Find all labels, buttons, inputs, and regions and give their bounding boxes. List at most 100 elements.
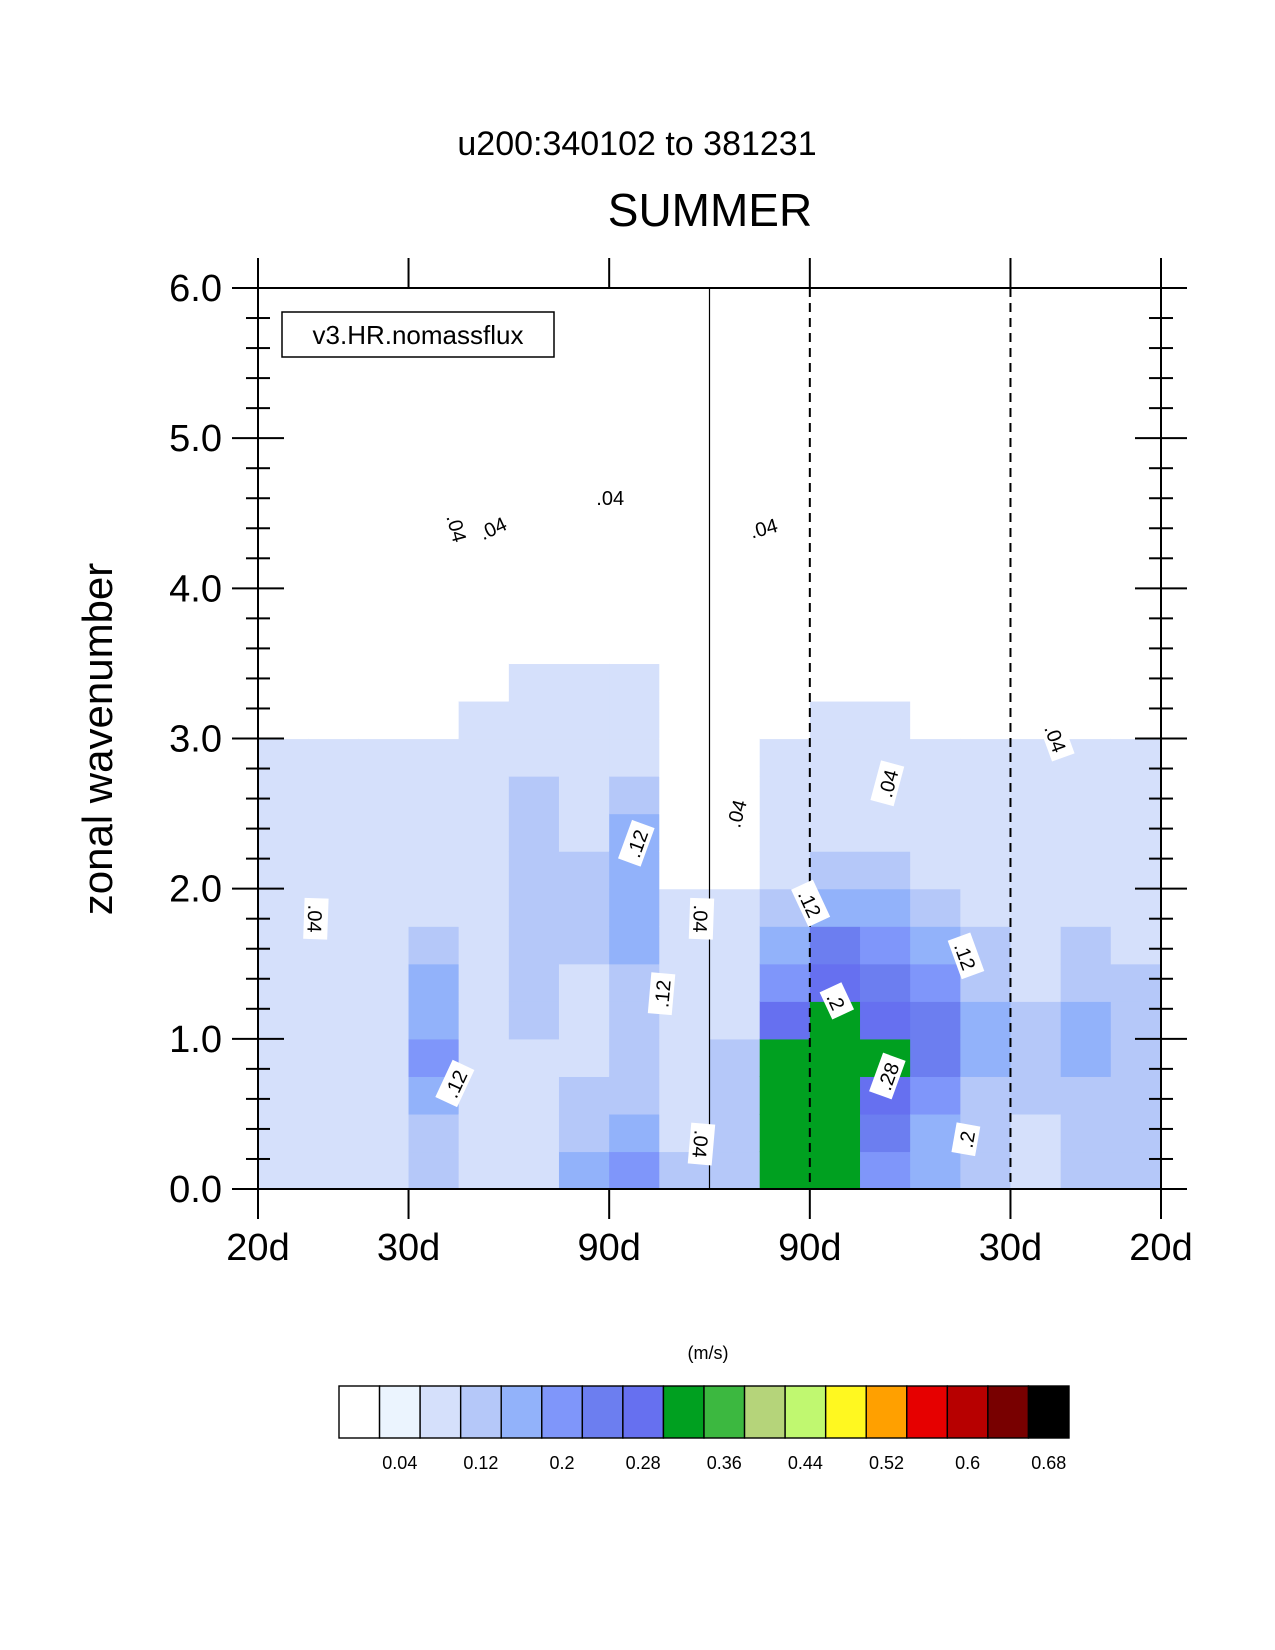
contour-cell (508, 663, 560, 702)
contour-cell (609, 663, 660, 702)
colorbar (338, 1385, 1070, 1439)
contour-cell (659, 851, 711, 890)
contour-cell (1010, 325, 1062, 364)
contour-cell (1010, 813, 1062, 852)
contour-cell (1060, 288, 1112, 327)
contour-cell (1060, 513, 1112, 552)
contour-cell (1010, 550, 1062, 589)
colorbar-box (581, 1385, 624, 1439)
y-tick-label: 2.0 (169, 869, 222, 911)
contour-cell (1110, 851, 1162, 890)
contour-cell (759, 475, 811, 514)
contour-cell (558, 513, 610, 552)
contour-cell (809, 288, 861, 327)
colorbar-label: 0.12 (463, 1453, 498, 1473)
contour-cell (910, 700, 961, 740)
contour-cell (258, 813, 309, 852)
contour-cell (709, 1151, 761, 1190)
contour-cell (1010, 513, 1062, 552)
contour-cell (809, 625, 861, 665)
contour-cell (609, 888, 660, 927)
contour-cell (508, 926, 560, 965)
colorbar-box (987, 1385, 1030, 1439)
contour-cell (910, 1151, 961, 1190)
contour-cell (809, 813, 861, 852)
contour-cell (258, 738, 309, 777)
contour-cell (1110, 1076, 1162, 1115)
contour-cell (558, 288, 610, 327)
colorbar-label: 0.36 (707, 1453, 742, 1473)
colorbar-box (419, 1385, 462, 1439)
contour-cell (1010, 288, 1062, 327)
contour-cell (308, 625, 359, 665)
contour-cell (860, 625, 911, 665)
contour-cell (408, 963, 460, 1002)
contour-cell (408, 475, 460, 514)
contour-cell (709, 1076, 761, 1115)
x-tick-label: 20d (226, 1227, 289, 1269)
contour-cell (308, 1001, 359, 1040)
contour-cell (508, 700, 560, 740)
contour-cell (258, 1001, 309, 1040)
colorbar-box (338, 1385, 381, 1439)
contour-cell (458, 1001, 510, 1040)
contour-cell (1060, 400, 1112, 439)
contour-cell (860, 663, 911, 702)
contour-cell (408, 625, 460, 665)
contour-cell (258, 550, 309, 589)
contour-cell (358, 625, 410, 665)
contour-cell (358, 1076, 410, 1115)
contour-cell (910, 1038, 961, 1077)
contour-cell (558, 1113, 610, 1153)
contour-cell (709, 475, 761, 514)
contour-cell (609, 363, 660, 402)
contour-cell (508, 1038, 560, 1077)
contour-cell (558, 963, 610, 1002)
contour-cell (910, 288, 961, 327)
contour-cell (809, 851, 861, 890)
contour-cell (458, 813, 510, 852)
contour-cell (1110, 926, 1162, 965)
contour-cell (960, 400, 1012, 439)
contour-cell (709, 438, 761, 477)
contour-cell (358, 588, 410, 627)
contour-cell (308, 513, 359, 552)
contour-cell (609, 250, 660, 289)
contour-cell (358, 250, 410, 289)
contour-cell (258, 776, 309, 815)
contour-cell (910, 625, 961, 665)
contour-cell (609, 513, 660, 552)
contour-cell (308, 700, 359, 740)
contour-cell (358, 700, 410, 740)
contour-cell (609, 1151, 660, 1190)
contour-cell (458, 363, 510, 402)
contour-cell (408, 700, 460, 740)
colorbar-box (946, 1385, 989, 1439)
contour-cell (1060, 663, 1112, 702)
contour-cell (960, 250, 1012, 289)
contour-label: .04 (440, 505, 475, 551)
contour-cell (860, 700, 911, 740)
contour-cell (960, 1001, 1012, 1040)
contour-cell (759, 288, 811, 327)
contour-cell (709, 325, 761, 364)
case-label: v3.HR.nomassflux (313, 320, 524, 350)
contour-cell (860, 363, 911, 402)
contour-cell (1110, 475, 1162, 514)
contour-cell (258, 1038, 309, 1077)
contour-cell (609, 738, 660, 777)
contour-cell (1060, 776, 1112, 815)
contour-cell (1110, 1113, 1162, 1153)
contour-cell (558, 813, 610, 852)
contour-cell (709, 1113, 761, 1153)
contour-cell (609, 588, 660, 627)
contour-cell (860, 250, 911, 289)
contour-cell (1060, 1113, 1112, 1153)
y-tick-label: 5.0 (169, 418, 222, 460)
contour-cell (308, 1113, 359, 1153)
x-tick-label: 90d (778, 1227, 841, 1269)
contour-cell (659, 588, 711, 627)
colorbar-box (824, 1385, 867, 1439)
contour-cell (1060, 475, 1112, 514)
contour-cell (408, 1001, 460, 1040)
